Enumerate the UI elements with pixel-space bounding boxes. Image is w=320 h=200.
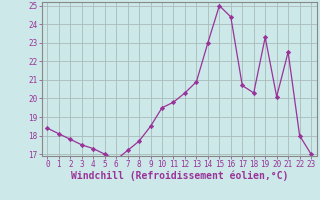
X-axis label: Windchill (Refroidissement éolien,°C): Windchill (Refroidissement éolien,°C) [70, 171, 288, 181]
